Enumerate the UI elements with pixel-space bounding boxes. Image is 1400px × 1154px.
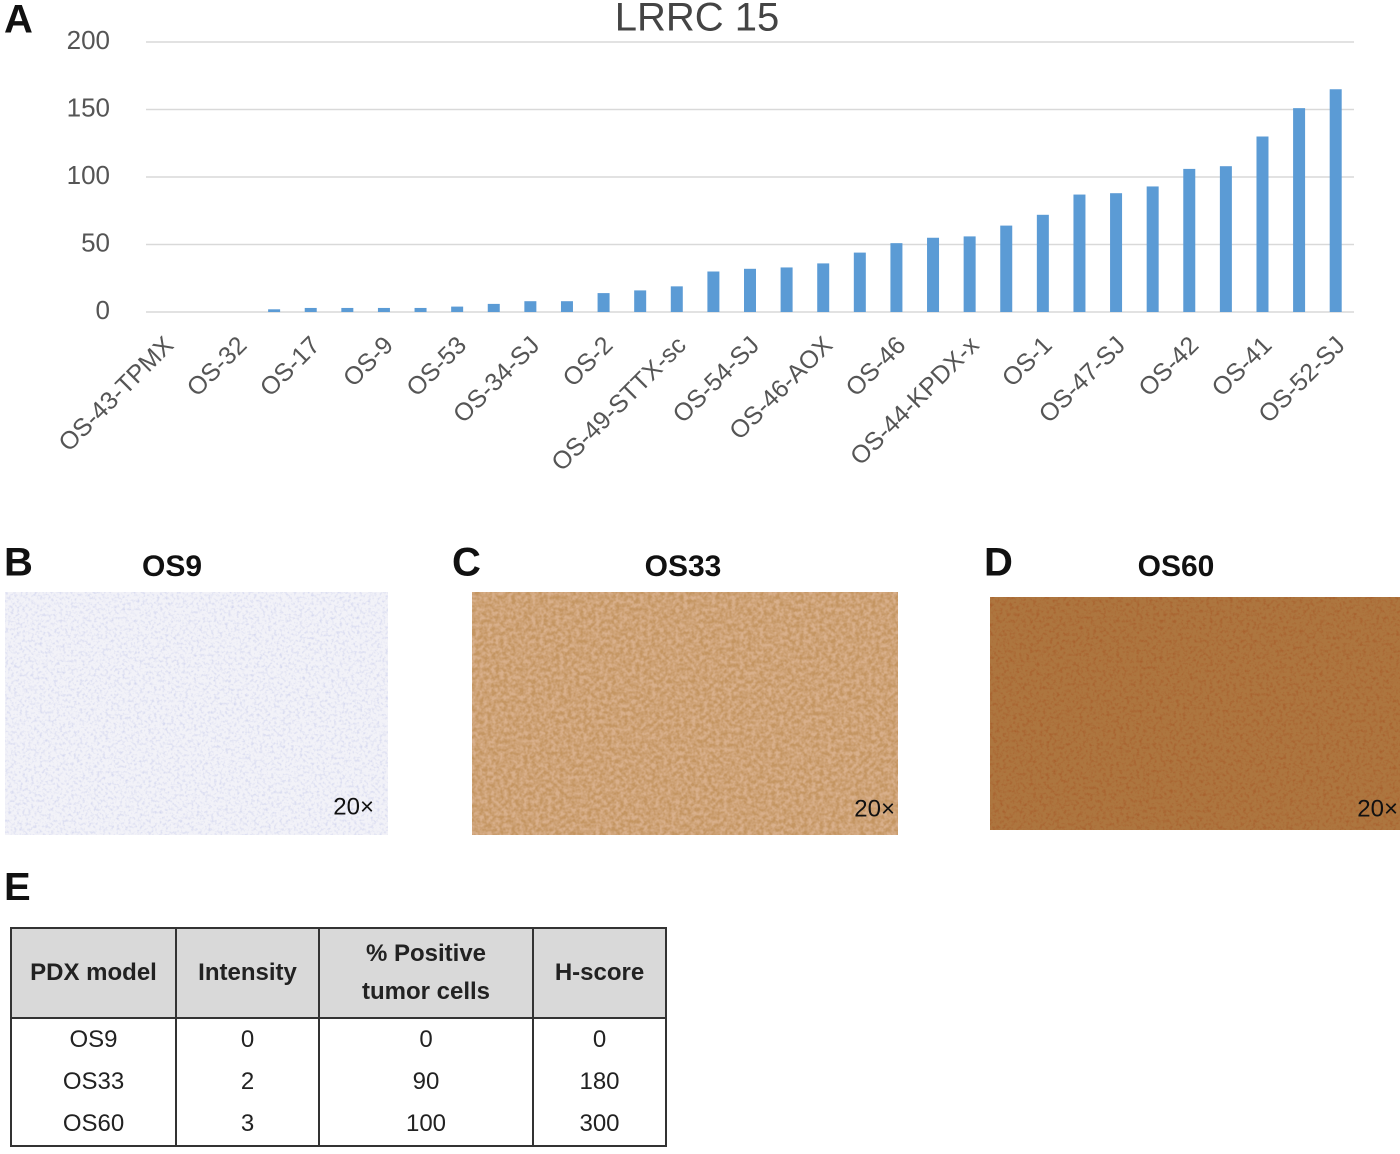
header-cell: % Positive tumor cells — [318, 927, 534, 1019]
cell: 100 — [318, 1103, 534, 1147]
bar — [1329, 89, 1342, 312]
magnification: 20× — [333, 793, 374, 820]
x-tick-label: OS-9 — [338, 331, 399, 392]
panel-title: OS33 — [645, 550, 722, 583]
bar — [634, 290, 647, 312]
bar — [268, 309, 281, 312]
x-tick-label: OS-32 — [182, 331, 253, 402]
cell: 90 — [318, 1061, 534, 1103]
panel-letter: D — [984, 541, 1013, 585]
bar — [817, 263, 830, 312]
bar — [1000, 225, 1013, 312]
x-tick-label: OS-1 — [997, 331, 1058, 392]
panel-letter: E — [4, 866, 31, 900]
cell: OS9 — [10, 1018, 177, 1061]
x-tick-label: OS-53 — [401, 331, 472, 402]
bar — [1036, 214, 1049, 312]
cell: 0 — [318, 1018, 534, 1061]
cell: 3 — [175, 1103, 320, 1147]
header-cell: Intensity — [175, 927, 320, 1019]
bar — [487, 303, 500, 312]
panel-title: OS60 — [1138, 550, 1215, 583]
bar — [560, 301, 573, 312]
cell: OS60 — [10, 1103, 177, 1147]
row: OS33 2 90 180 — [10, 1061, 667, 1103]
bar — [963, 236, 976, 312]
bar — [890, 243, 903, 312]
figure: A LRRC 15 B OS9 20× C OS33 20× D OS60 20… — [4, 0, 1400, 900]
bar — [1146, 186, 1159, 312]
cell: 180 — [532, 1061, 667, 1103]
bar — [670, 286, 683, 312]
x-tick-label: OS-43-TPMX — [53, 331, 179, 457]
bar — [341, 307, 354, 312]
bar — [1256, 136, 1269, 312]
bar — [524, 301, 537, 312]
bar — [707, 271, 720, 312]
cell: 0 — [175, 1018, 320, 1061]
y-tick-label: 100 — [67, 160, 110, 190]
panel-letter: B — [4, 541, 33, 585]
cell: 2 — [175, 1061, 320, 1103]
row: OS9 0 0 0 — [10, 1018, 667, 1061]
y-tick-label: 50 — [81, 227, 110, 257]
bar — [1183, 168, 1196, 312]
header-cell: H-score — [532, 927, 667, 1019]
bar — [597, 293, 610, 312]
x-tick-label: OS-17 — [255, 331, 326, 402]
y-tick-label: 200 — [67, 25, 110, 55]
hscore-table: PDX model Intensity % Positive tumor cel… — [10, 927, 667, 1147]
header-row: PDX model Intensity % Positive tumor cel… — [10, 927, 667, 1019]
panel-c: C OS33 20× — [452, 541, 898, 835]
panel-letter: A — [4, 0, 33, 42]
header-cell: PDX model — [10, 927, 177, 1019]
micrograph-texture — [990, 597, 1400, 830]
x-tick-label: OS-46 — [840, 331, 911, 402]
bar — [744, 268, 756, 312]
bar — [1110, 193, 1123, 312]
panel-title: OS9 — [142, 550, 202, 583]
row: OS60 3 100 300 — [10, 1103, 667, 1147]
bar — [927, 237, 940, 312]
bar — [1219, 166, 1232, 312]
cell: 300 — [532, 1103, 667, 1147]
x-tick-label: OS-2 — [557, 331, 618, 392]
cell: OS33 — [10, 1061, 177, 1103]
x-tick-label: OS-44-KPDX-x — [845, 331, 985, 471]
x-tick-label: OS-49-STTX-sc — [546, 331, 692, 477]
bar — [451, 306, 464, 312]
bar — [377, 307, 390, 312]
bar — [853, 252, 866, 312]
chart-title: LRRC 15 — [615, 0, 780, 40]
cell: 0 — [532, 1018, 667, 1061]
panel-d: D OS60 20× — [984, 541, 1400, 830]
panel-b: B OS9 20× — [4, 541, 388, 835]
magnification: 20× — [854, 795, 895, 822]
bar — [414, 307, 427, 312]
bar — [1293, 108, 1306, 313]
micrograph-texture — [472, 592, 898, 835]
y-tick-label: 0 — [96, 295, 110, 325]
y-tick-label: 150 — [67, 92, 110, 122]
micrograph-texture — [5, 592, 388, 835]
bar — [1073, 194, 1086, 312]
x-tick-label: OS-41 — [1207, 331, 1278, 402]
bar — [780, 267, 793, 312]
panel-letter: C — [452, 541, 481, 585]
magnification: 20× — [1357, 795, 1398, 822]
x-tick-label: OS-42 — [1133, 331, 1204, 402]
bar — [304, 307, 317, 312]
